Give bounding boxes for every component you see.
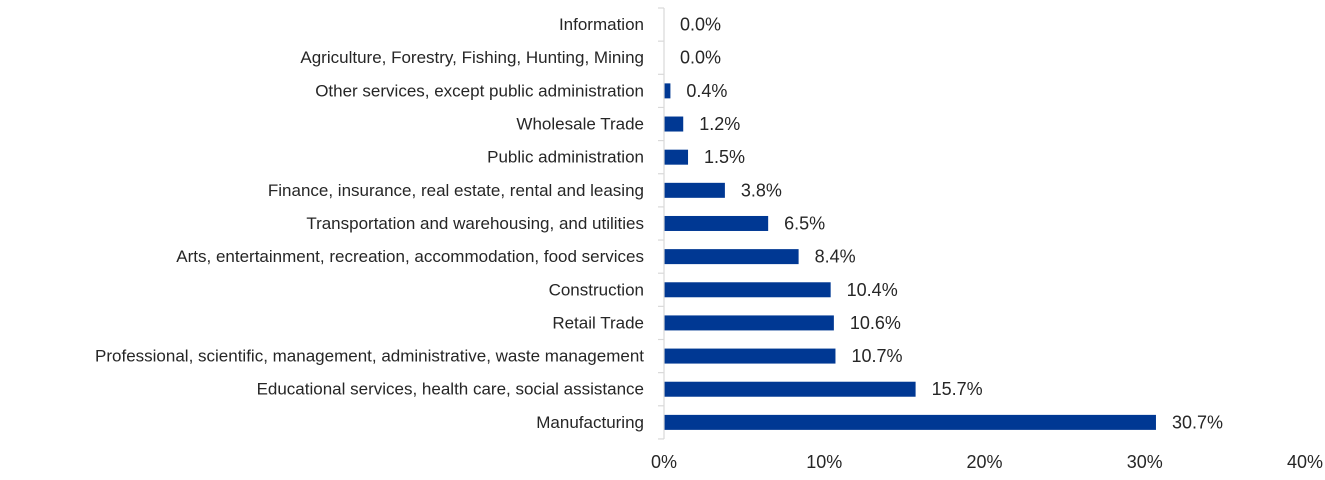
category-label: Public administration [487,148,644,167]
x-tick-label: 10% [806,452,842,472]
category-label: Transportation and warehousing, and util… [306,214,644,233]
value-label: 0.4% [686,81,727,101]
bar [664,282,831,298]
value-label: 0.0% [680,15,721,35]
category-label: Information [559,15,644,34]
category-label: Professional, scientific, management, ad… [95,347,644,366]
category-labels-group: Information Agriculture, Forestry, Fishin… [95,15,644,432]
bars-group [664,83,1156,430]
value-label: 10.7% [851,346,902,366]
bar [664,116,684,132]
value-label: 30.7% [1172,412,1223,432]
category-label: Manufacturing [536,413,644,432]
x-tick-label: 30% [1127,452,1163,472]
value-label: 10.4% [847,280,898,300]
y-axis-group [658,7,665,440]
value-label: 10.6% [850,313,901,333]
x-tick-label: 0% [651,452,677,472]
x-tick-labels-group: 0% 10% 20% 30% 40% [651,452,1323,472]
bar [664,149,689,165]
bar [664,348,836,364]
category-label: Construction [549,280,644,299]
value-labels-group: 0.0% 0.0% 0.4% 1.2% 1.5% 3.8%6.5% 8.4% 10.4% 10.… [680,15,1223,433]
x-tick-label: 40% [1287,452,1323,472]
bar [664,381,916,397]
category-label: Retail Trade [552,313,644,332]
value-label: 1.2% [699,114,740,134]
bar [664,249,799,265]
value-label: 0.0% [680,48,721,68]
bar [664,182,725,198]
value-label: 6.5% [784,213,825,233]
value-label: 15.7% [932,379,983,399]
category-label: Other services, except public administra… [315,81,644,100]
category-label: Finance, insurance, real estate, rental … [268,181,644,200]
value-label: 1.5% [704,147,745,167]
category-label: Educational services, health care, socia… [257,380,644,399]
category-label: Agriculture, Forestry, Fishing, Hunting,… [300,48,644,67]
bar [664,414,1156,430]
bar [664,83,671,99]
bar [664,315,834,331]
category-label: Arts, entertainment, recreation, accommo… [176,247,644,266]
bar [664,215,769,231]
category-label: Wholesale Trade [516,115,644,134]
value-label: 8.4% [815,247,856,267]
x-tick-label: 20% [966,452,1002,472]
value-label: 3.8% [741,180,782,200]
